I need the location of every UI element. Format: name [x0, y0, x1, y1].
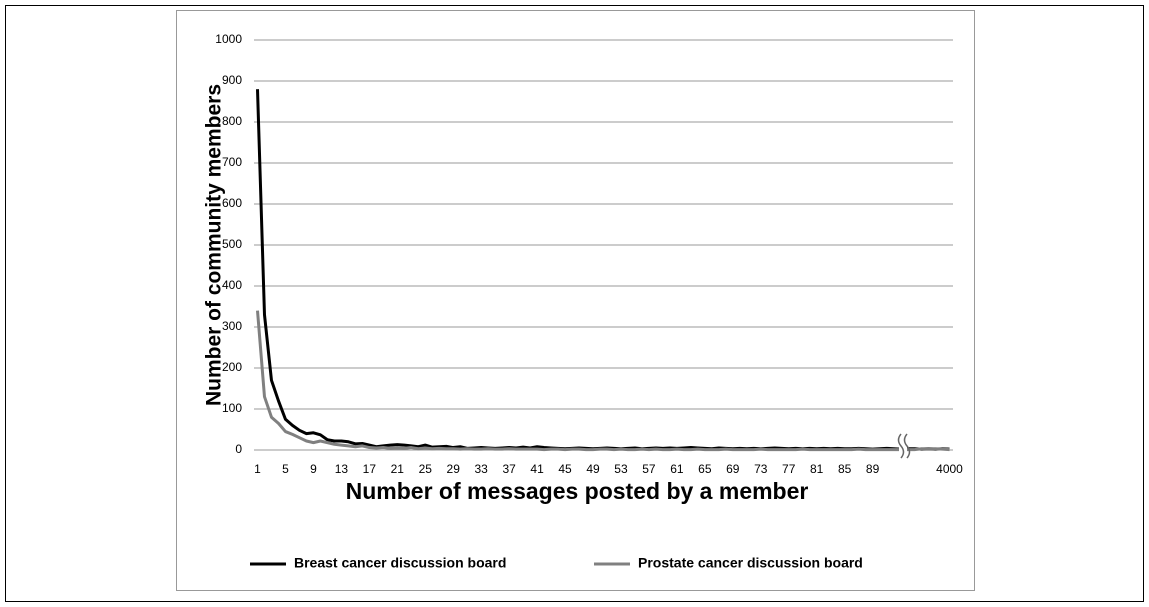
- y-tick-label: 300: [222, 319, 242, 333]
- x-tick-label: 13: [335, 462, 349, 476]
- x-tick-label: 5: [282, 462, 289, 476]
- y-tick-label: 400: [222, 278, 242, 292]
- x-tick-label: 37: [502, 462, 516, 476]
- outer-frame: [5, 5, 1144, 602]
- y-tick-label: 1000: [215, 32, 242, 46]
- y-tick-label: 500: [222, 237, 242, 251]
- x-tick-label: 65: [698, 462, 712, 476]
- x-tick-label: 85: [838, 462, 852, 476]
- y-tick-label: 900: [222, 73, 242, 87]
- x-tick-label: 53: [614, 462, 628, 476]
- y-tick-label: 0: [235, 442, 242, 456]
- legend-label: Breast cancer discussion board: [294, 555, 506, 571]
- x-tick-label: 4000: [936, 462, 963, 476]
- x-tick-label: 9: [310, 462, 317, 476]
- legend-label: Prostate cancer discussion board: [638, 555, 863, 571]
- y-tick-label: 800: [222, 114, 242, 128]
- x-tick-label: 25: [419, 462, 433, 476]
- x-tick-label: 73: [754, 462, 768, 476]
- line-series: [255, 310, 950, 452]
- x-tick-label: 89: [866, 462, 880, 476]
- chart-frame: [176, 10, 975, 591]
- x-tick-label: 77: [782, 462, 796, 476]
- y-tick-label: 200: [222, 360, 242, 374]
- x-tick-label: 29: [447, 462, 461, 476]
- y-axis-title: Number of community members: [203, 84, 226, 406]
- x-tick-label: 17: [363, 462, 377, 476]
- x-tick-label: 45: [558, 462, 572, 476]
- y-tick-label: 700: [222, 155, 242, 169]
- y-tick-label: 100: [222, 401, 242, 415]
- x-tick-label: 61: [670, 462, 684, 476]
- x-tick-label: 21: [391, 462, 405, 476]
- x-axis-title: Number of messages posted by a member: [346, 478, 809, 504]
- x-tick-label: 69: [726, 462, 740, 476]
- x-tick-label: 81: [810, 462, 824, 476]
- axis-break: [897, 433, 905, 459]
- x-tick-label: 1: [254, 462, 261, 476]
- x-tick-label: 41: [530, 462, 544, 476]
- x-tick-label: 33: [474, 462, 488, 476]
- y-tick-label: 600: [222, 196, 242, 210]
- x-tick-label: 57: [642, 462, 656, 476]
- axis-break: [903, 433, 911, 459]
- axis-break-gap: [899, 434, 907, 458]
- x-tick-label: 49: [586, 462, 600, 476]
